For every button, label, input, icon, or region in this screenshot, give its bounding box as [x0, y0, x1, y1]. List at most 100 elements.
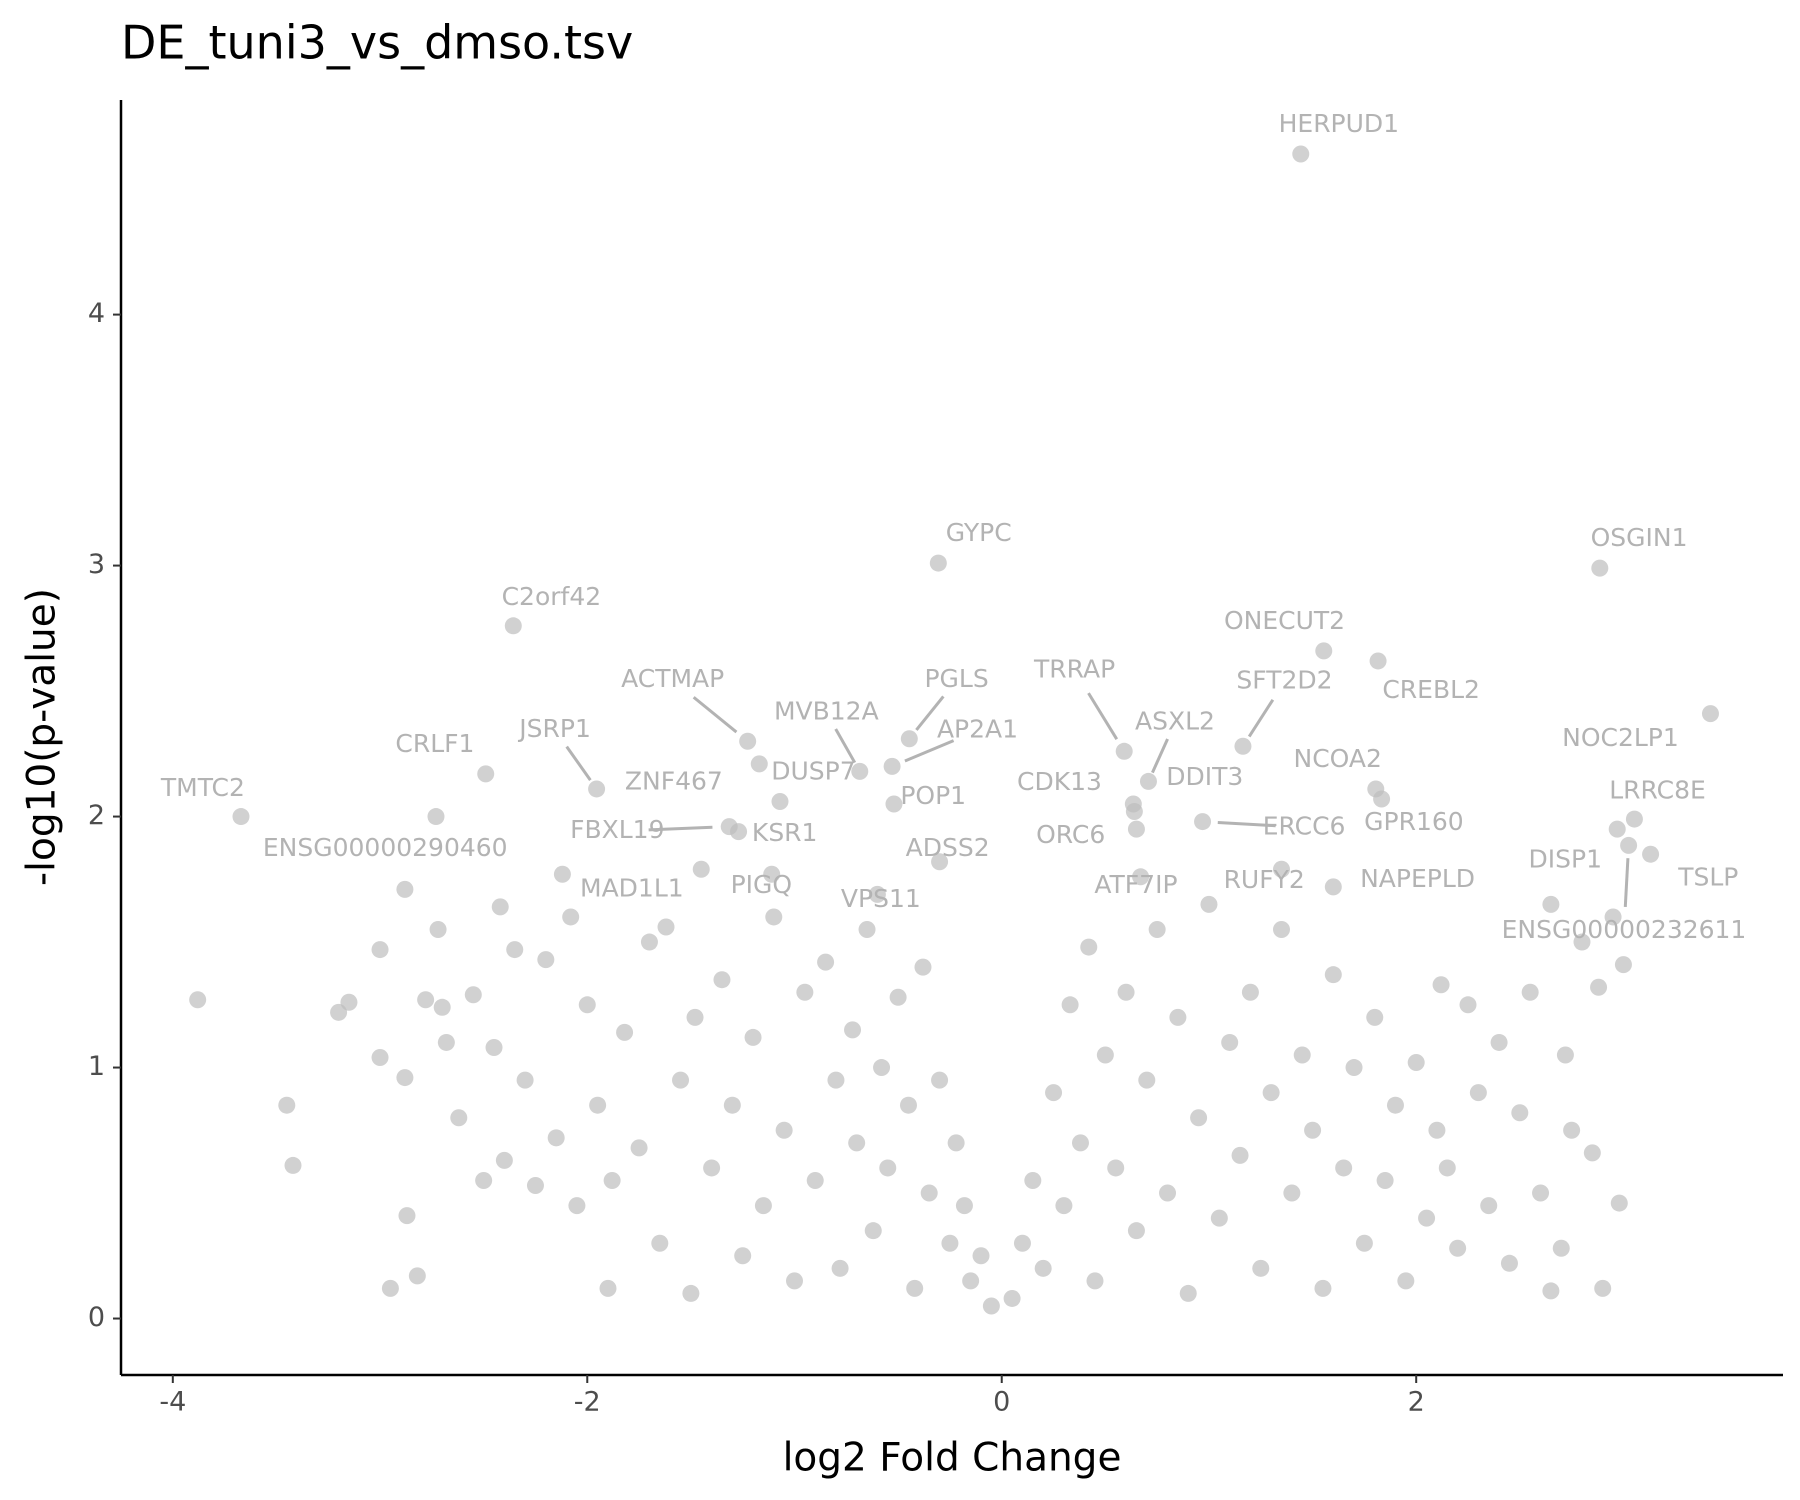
point [396, 880, 414, 898]
point [931, 853, 949, 871]
point [775, 1121, 793, 1139]
point-label: ERCC6 [1263, 811, 1346, 840]
point [771, 793, 789, 811]
point [765, 908, 783, 926]
point [381, 1279, 399, 1297]
point [941, 1234, 959, 1252]
point [914, 958, 932, 976]
point [495, 1151, 513, 1169]
point-label: NOC2LP1 [1562, 723, 1679, 752]
point [1241, 983, 1259, 1001]
point [1231, 1146, 1249, 1164]
point [955, 1197, 973, 1215]
point-label: RUFY2 [1224, 865, 1305, 894]
point [864, 1222, 882, 1240]
point [1490, 1033, 1508, 1051]
x-tick-label: 0 [993, 1387, 1010, 1418]
point [1194, 813, 1212, 831]
label-leader [904, 739, 955, 763]
point [1542, 1282, 1560, 1300]
point [1107, 1159, 1125, 1177]
point [1335, 1159, 1353, 1177]
point [657, 918, 675, 936]
y-axis-title: -log10(p-value) [20, 588, 65, 886]
point-label: POP1 [900, 781, 966, 810]
point [1179, 1284, 1197, 1302]
point [1407, 1054, 1425, 1072]
point [1642, 845, 1660, 863]
point [562, 908, 580, 926]
point [504, 617, 522, 635]
point [491, 898, 509, 916]
label-leader [1623, 858, 1630, 907]
y-tick-label: 2 [88, 800, 105, 831]
point [284, 1156, 302, 1174]
point-label: HERPUD1 [1279, 109, 1400, 138]
point-label: LRRC8E [1609, 775, 1706, 804]
point [630, 1139, 648, 1157]
point [1125, 803, 1143, 821]
point [1200, 895, 1218, 913]
point-label: ENSG00000232611 [1502, 915, 1747, 944]
point [763, 865, 781, 883]
point [429, 921, 447, 939]
point [450, 1109, 468, 1127]
label-leader [1217, 820, 1276, 828]
point [398, 1207, 416, 1225]
point [1386, 1096, 1404, 1114]
point [547, 1129, 565, 1147]
point [703, 1159, 721, 1177]
point-label: TMTC2 [160, 773, 245, 802]
point [1556, 1046, 1574, 1064]
point [796, 983, 814, 1001]
point [1127, 1222, 1145, 1240]
chart-title: DE_tuni3_vs_dmso.tsv [121, 16, 633, 70]
point [232, 808, 250, 826]
point [1590, 978, 1608, 996]
point [682, 1284, 700, 1302]
point-label: DUSP7 [771, 757, 855, 786]
point [1117, 983, 1135, 1001]
point [900, 730, 918, 748]
point [947, 1134, 965, 1152]
point [844, 1021, 862, 1039]
point [1272, 860, 1290, 878]
y-tick-label: 4 [88, 298, 105, 329]
point [851, 762, 869, 780]
point [1573, 933, 1591, 951]
point [1148, 921, 1166, 939]
x-tick-label: -2 [574, 1387, 601, 1418]
point [588, 780, 606, 798]
point [189, 991, 207, 1009]
point [1314, 1279, 1332, 1297]
point-label: KSR1 [752, 818, 818, 847]
point [1096, 1046, 1114, 1064]
point [417, 991, 435, 1009]
point [1055, 1197, 1073, 1215]
point [1614, 956, 1632, 974]
point [1127, 820, 1145, 838]
point [1604, 908, 1622, 926]
point-label: AP2A1 [937, 715, 1018, 744]
point [1620, 836, 1638, 854]
label-leader [1247, 698, 1275, 738]
x-tick-label: 2 [1408, 1387, 1425, 1418]
point [1139, 772, 1157, 790]
label-leader [565, 745, 592, 781]
point [1521, 983, 1539, 1001]
point [879, 1159, 897, 1177]
point [516, 1071, 534, 1089]
point [537, 951, 555, 969]
point [1115, 742, 1133, 760]
point [1532, 1184, 1550, 1202]
point [1071, 1134, 1089, 1152]
point-label: DDIT3 [1166, 762, 1243, 791]
point [817, 953, 835, 971]
point [599, 1279, 617, 1297]
y-tick-label: 1 [88, 1051, 105, 1082]
point [692, 860, 710, 878]
point [1397, 1272, 1415, 1290]
point [1304, 1121, 1322, 1139]
point [1701, 705, 1719, 723]
